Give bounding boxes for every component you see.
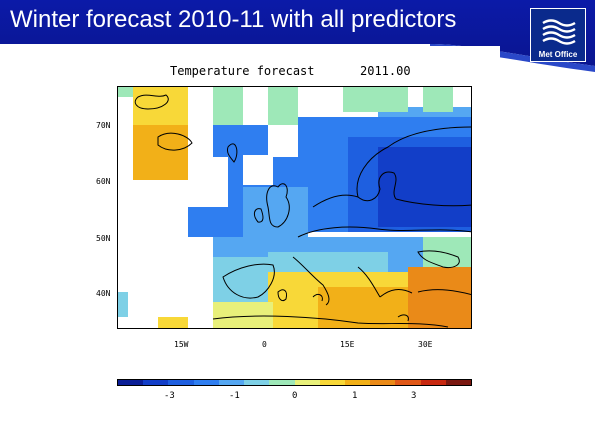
lon-label-30e: 30E xyxy=(418,340,433,349)
lon-label-15w: 15W xyxy=(174,340,189,349)
plot-year: 2011.00 xyxy=(360,64,411,78)
colorbar-swatch xyxy=(218,380,245,385)
colorbar xyxy=(117,379,472,386)
colorbar-label-3: 3 xyxy=(411,391,417,401)
colorbar-label-minus3: -3 xyxy=(164,391,175,401)
colorbar-swatch xyxy=(193,380,219,385)
colorbar-swatch xyxy=(294,380,320,385)
anomaly-cells xyxy=(118,87,471,328)
coastlines xyxy=(134,94,471,328)
lat-label-40n: 40N xyxy=(96,289,111,298)
slide-title: Winter forecast 2010-11 with all predict… xyxy=(10,6,457,33)
colorbar-swatch xyxy=(395,380,421,385)
colorbar-label-1: 1 xyxy=(352,391,358,401)
lat-label-70n: 70N xyxy=(96,121,111,130)
colorbar-swatch xyxy=(143,380,169,385)
colorbar-swatch xyxy=(269,380,295,385)
temperature-map xyxy=(117,86,472,329)
lon-label-15e: 15E xyxy=(340,340,355,349)
lat-label-60n: 60N xyxy=(96,177,111,186)
temperature-field xyxy=(118,87,471,328)
colorbar-swatch xyxy=(445,380,472,385)
logo-text: Met Office xyxy=(538,50,578,59)
colorbar-label-0: 0 xyxy=(292,391,298,401)
colorbar-label-minus1: -1 xyxy=(229,391,240,401)
lon-label-0: 0 xyxy=(262,340,267,349)
met-office-logo: Met Office xyxy=(530,8,586,62)
colorbar-swatch xyxy=(420,380,446,385)
plot-title: Temperature forecast xyxy=(170,64,315,78)
met-office-wave-icon xyxy=(542,19,576,45)
colorbar-swatch xyxy=(344,380,371,385)
lat-label-50n: 50N xyxy=(96,234,111,243)
colorbar-swatch xyxy=(118,380,144,385)
colorbar-swatch xyxy=(319,380,345,385)
colorbar-swatch xyxy=(244,380,270,385)
colorbar-swatch xyxy=(370,380,396,385)
colorbar-swatch xyxy=(168,380,194,385)
